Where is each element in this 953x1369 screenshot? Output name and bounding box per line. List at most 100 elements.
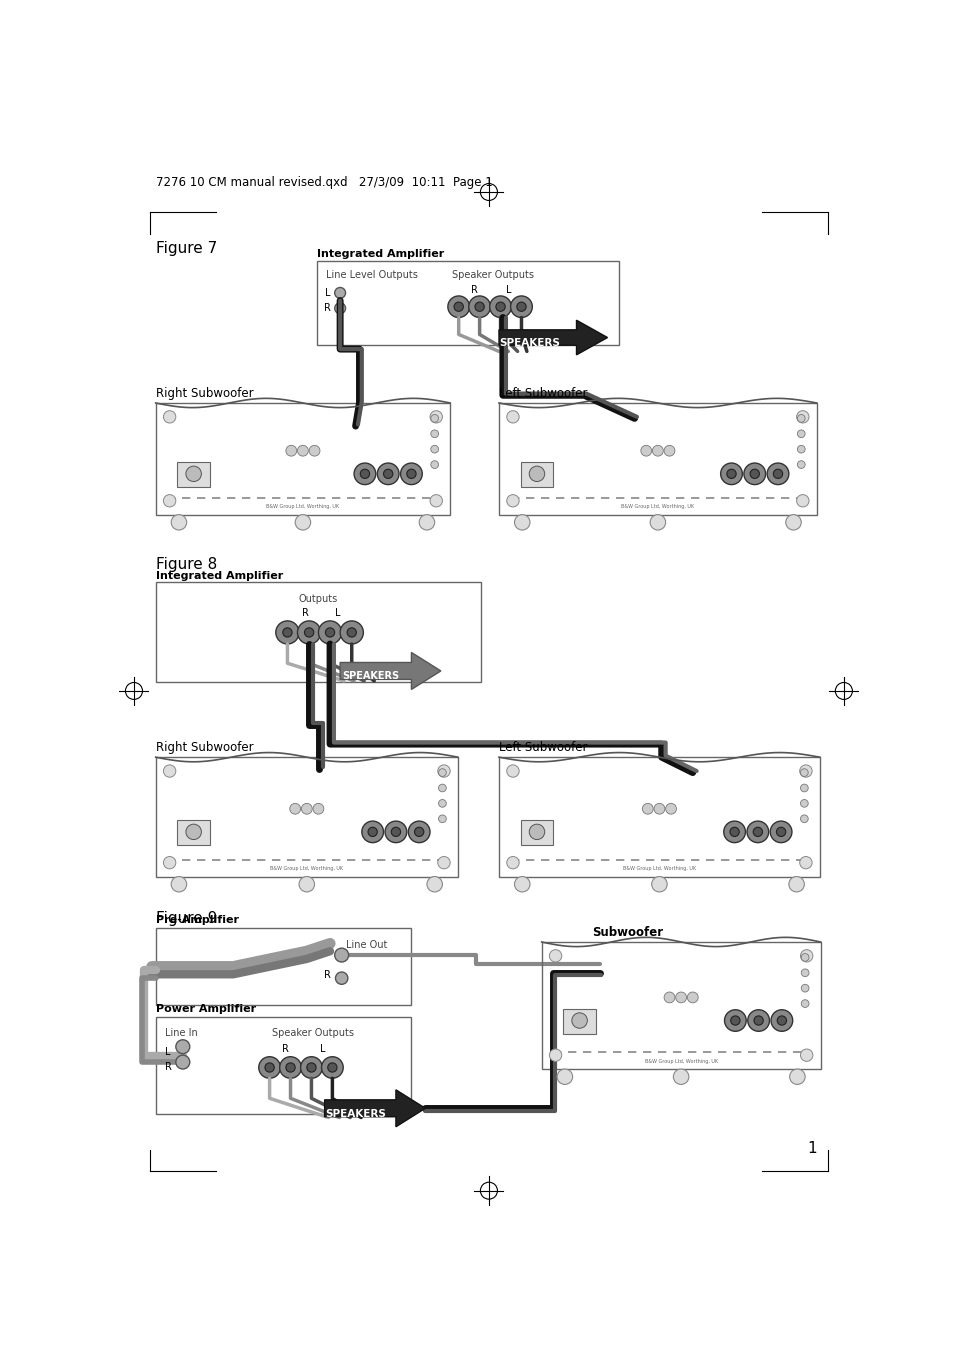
Circle shape	[368, 827, 377, 836]
Circle shape	[298, 876, 314, 893]
Circle shape	[571, 1013, 587, 1028]
Circle shape	[318, 622, 341, 643]
Bar	[541, 942, 820, 1069]
Bar	[155, 582, 480, 683]
Circle shape	[673, 1069, 688, 1084]
Circle shape	[801, 969, 808, 976]
Circle shape	[383, 470, 393, 478]
Text: L: L	[506, 285, 512, 296]
Circle shape	[506, 857, 518, 869]
Circle shape	[506, 765, 518, 778]
Text: Figure 7: Figure 7	[155, 241, 216, 256]
Text: Pre-Amplifier: Pre-Amplifier	[155, 914, 238, 925]
Circle shape	[788, 876, 803, 893]
Circle shape	[549, 950, 561, 962]
Circle shape	[799, 765, 811, 778]
Circle shape	[800, 815, 807, 823]
Circle shape	[431, 461, 438, 468]
Circle shape	[427, 876, 442, 893]
Circle shape	[800, 799, 807, 808]
Text: Left Subwoofer: Left Subwoofer	[498, 741, 587, 754]
Bar	[155, 928, 411, 1005]
Circle shape	[325, 628, 335, 637]
Text: L: L	[335, 608, 340, 617]
Circle shape	[776, 827, 785, 836]
Bar	[177, 463, 210, 487]
Circle shape	[663, 993, 674, 1003]
Circle shape	[766, 463, 788, 485]
Circle shape	[753, 1016, 762, 1025]
Text: Subwoofer: Subwoofer	[592, 925, 662, 939]
Circle shape	[294, 515, 311, 530]
Circle shape	[800, 784, 807, 791]
Text: 1: 1	[806, 1140, 816, 1155]
Circle shape	[723, 1010, 745, 1031]
Circle shape	[801, 984, 808, 993]
Circle shape	[438, 784, 446, 791]
Circle shape	[785, 515, 801, 530]
Bar	[177, 820, 210, 845]
Bar	[155, 1017, 411, 1114]
Text: B&W Group Ltd, Worthing, UK: B&W Group Ltd, Worthing, UK	[266, 504, 339, 509]
Circle shape	[799, 857, 811, 869]
Circle shape	[360, 470, 369, 478]
Text: R: R	[301, 608, 309, 617]
Bar	[520, 463, 553, 487]
Circle shape	[282, 628, 292, 637]
Text: Left Subwoofer: Left Subwoofer	[498, 387, 587, 400]
Text: R: R	[282, 1045, 289, 1054]
Circle shape	[430, 411, 442, 423]
Circle shape	[770, 1010, 792, 1031]
Circle shape	[418, 515, 435, 530]
Circle shape	[186, 824, 201, 839]
Text: Outputs: Outputs	[298, 594, 337, 604]
Circle shape	[769, 821, 791, 843]
Text: Line Level Outputs: Line Level Outputs	[326, 270, 417, 279]
Circle shape	[286, 1062, 294, 1072]
Circle shape	[510, 296, 532, 318]
Circle shape	[663, 445, 674, 456]
Circle shape	[514, 515, 530, 530]
Circle shape	[430, 494, 442, 507]
Bar	[562, 1009, 596, 1034]
Circle shape	[400, 463, 422, 485]
Circle shape	[447, 296, 469, 318]
Text: SPEAKERS: SPEAKERS	[325, 1109, 386, 1118]
Text: B&W Group Ltd, Worthing, UK: B&W Group Ltd, Worthing, UK	[644, 1058, 717, 1064]
Circle shape	[777, 1016, 785, 1025]
Circle shape	[747, 1010, 769, 1031]
Circle shape	[171, 515, 187, 530]
Bar	[498, 402, 816, 515]
Circle shape	[279, 1057, 301, 1079]
Text: Speaker Outputs: Speaker Outputs	[272, 1028, 354, 1038]
Circle shape	[665, 804, 676, 815]
Circle shape	[549, 1049, 561, 1061]
Circle shape	[654, 804, 664, 815]
Circle shape	[186, 465, 201, 482]
Circle shape	[438, 815, 446, 823]
Circle shape	[258, 1057, 280, 1079]
Circle shape	[290, 804, 300, 815]
Circle shape	[163, 411, 175, 423]
Circle shape	[335, 303, 345, 314]
Circle shape	[297, 622, 320, 643]
Circle shape	[800, 950, 812, 962]
Circle shape	[723, 821, 744, 843]
Text: B&W Group Ltd, Worthing, UK: B&W Group Ltd, Worthing, UK	[622, 867, 696, 871]
Polygon shape	[498, 320, 607, 355]
Circle shape	[797, 415, 804, 422]
Circle shape	[297, 445, 308, 456]
Circle shape	[175, 1040, 190, 1054]
Text: 7276 10 CM manual revised.qxd   27/3/09  10:11  Page 1: 7276 10 CM manual revised.qxd 27/3/09 10…	[155, 175, 492, 189]
Circle shape	[328, 1062, 336, 1072]
Circle shape	[675, 993, 686, 1003]
Circle shape	[468, 296, 490, 318]
Circle shape	[686, 993, 698, 1003]
Circle shape	[800, 1049, 812, 1061]
Text: L: L	[319, 1045, 325, 1054]
Circle shape	[729, 827, 739, 836]
Text: L: L	[325, 287, 331, 298]
Circle shape	[307, 1062, 315, 1072]
Bar	[316, 260, 618, 345]
Text: B&W Group Ltd, Worthing, UK: B&W Group Ltd, Worthing, UK	[620, 504, 694, 509]
